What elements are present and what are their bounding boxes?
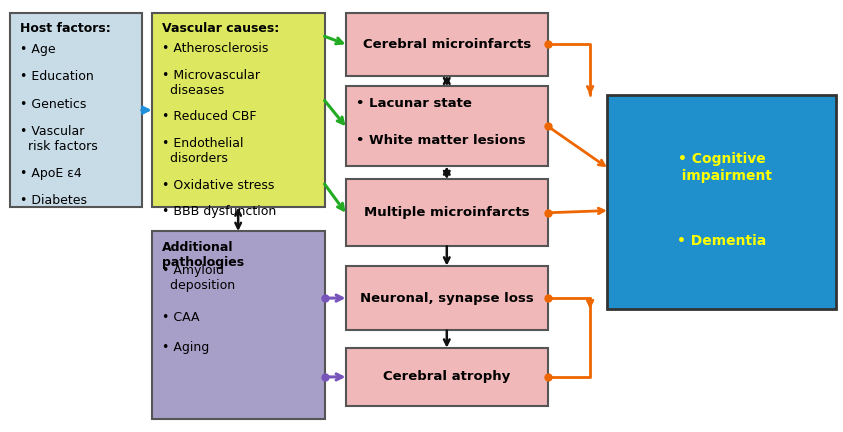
Text: • Atherosclerosis: • Atherosclerosis xyxy=(162,42,268,55)
Text: • Diabetes: • Diabetes xyxy=(20,194,87,207)
FancyBboxPatch shape xyxy=(152,13,325,207)
Text: Additional
pathologies: Additional pathologies xyxy=(162,241,244,269)
Text: • White matter lesions: • White matter lesions xyxy=(356,134,525,147)
Text: • Genetics: • Genetics xyxy=(20,98,87,111)
FancyBboxPatch shape xyxy=(10,13,142,207)
Text: • Reduced CBF: • Reduced CBF xyxy=(162,110,256,123)
Text: • Amyloid
  deposition: • Amyloid deposition xyxy=(162,264,235,292)
Text: • Lacunar state: • Lacunar state xyxy=(356,97,471,110)
Text: Cerebral microinfarcts: Cerebral microinfarcts xyxy=(362,38,531,51)
FancyBboxPatch shape xyxy=(607,95,836,309)
Text: Vascular causes:: Vascular causes: xyxy=(162,22,279,35)
FancyBboxPatch shape xyxy=(346,266,548,330)
Text: Neuronal, synapse loss: Neuronal, synapse loss xyxy=(360,292,534,305)
Text: Cerebral atrophy: Cerebral atrophy xyxy=(384,370,510,384)
FancyBboxPatch shape xyxy=(346,348,548,406)
Text: • BBB dysfunction: • BBB dysfunction xyxy=(162,205,277,218)
FancyBboxPatch shape xyxy=(346,86,548,166)
Text: • Microvascular
  diseases: • Microvascular diseases xyxy=(162,69,260,97)
Text: • Endothelial
  disorders: • Endothelial disorders xyxy=(162,137,244,165)
Text: • Education: • Education xyxy=(20,70,94,83)
FancyBboxPatch shape xyxy=(152,231,325,419)
Text: • Age: • Age xyxy=(20,43,56,56)
FancyBboxPatch shape xyxy=(346,179,548,246)
FancyBboxPatch shape xyxy=(346,13,548,76)
Text: • Vascular
  risk factors: • Vascular risk factors xyxy=(20,125,98,153)
Text: • ApoE ε4: • ApoE ε4 xyxy=(20,167,82,180)
Text: Host factors:: Host factors: xyxy=(20,22,111,35)
Text: • Cognitive
  impairment: • Cognitive impairment xyxy=(672,152,771,182)
Text: Multiple microinfarcts: Multiple microinfarcts xyxy=(364,206,529,219)
Text: • Dementia: • Dementia xyxy=(677,234,766,248)
Text: • Aging: • Aging xyxy=(162,341,209,355)
Text: • Oxidative stress: • Oxidative stress xyxy=(162,178,274,191)
Text: • CAA: • CAA xyxy=(162,311,199,324)
